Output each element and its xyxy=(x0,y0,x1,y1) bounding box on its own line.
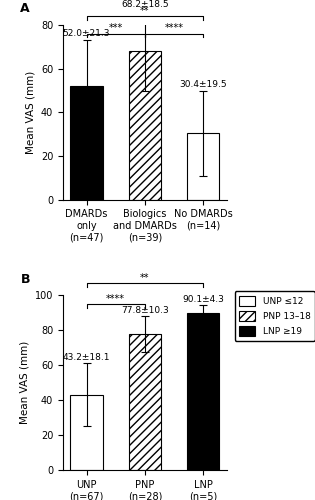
Bar xyxy=(187,133,219,200)
Bar xyxy=(129,334,161,470)
Bar xyxy=(71,86,103,200)
Text: **: ** xyxy=(140,6,150,16)
Legend: UNP ≤12, PNP 13–18, LNP ≥19: UNP ≤12, PNP 13–18, LNP ≥19 xyxy=(235,292,315,341)
Text: A: A xyxy=(20,2,30,16)
Text: 68.2±18.5: 68.2±18.5 xyxy=(121,0,169,8)
Text: 52.0±21.3: 52.0±21.3 xyxy=(63,29,110,38)
Bar xyxy=(187,313,219,470)
Text: ****: **** xyxy=(106,294,125,304)
Text: ****: **** xyxy=(165,23,184,33)
Text: ***: *** xyxy=(109,23,123,33)
Text: 30.4±19.5: 30.4±19.5 xyxy=(180,80,227,89)
Bar xyxy=(71,394,103,470)
Text: B: B xyxy=(20,273,30,286)
Bar xyxy=(129,50,161,200)
Y-axis label: Mean VAS (mm): Mean VAS (mm) xyxy=(19,341,29,424)
Text: 90.1±4.3: 90.1±4.3 xyxy=(182,295,224,304)
Y-axis label: Mean VAS (mm): Mean VAS (mm) xyxy=(25,70,35,154)
Text: 77.8±10.3: 77.8±10.3 xyxy=(121,306,169,315)
Text: 43.2±18.1: 43.2±18.1 xyxy=(63,352,110,362)
Text: **: ** xyxy=(140,273,150,283)
